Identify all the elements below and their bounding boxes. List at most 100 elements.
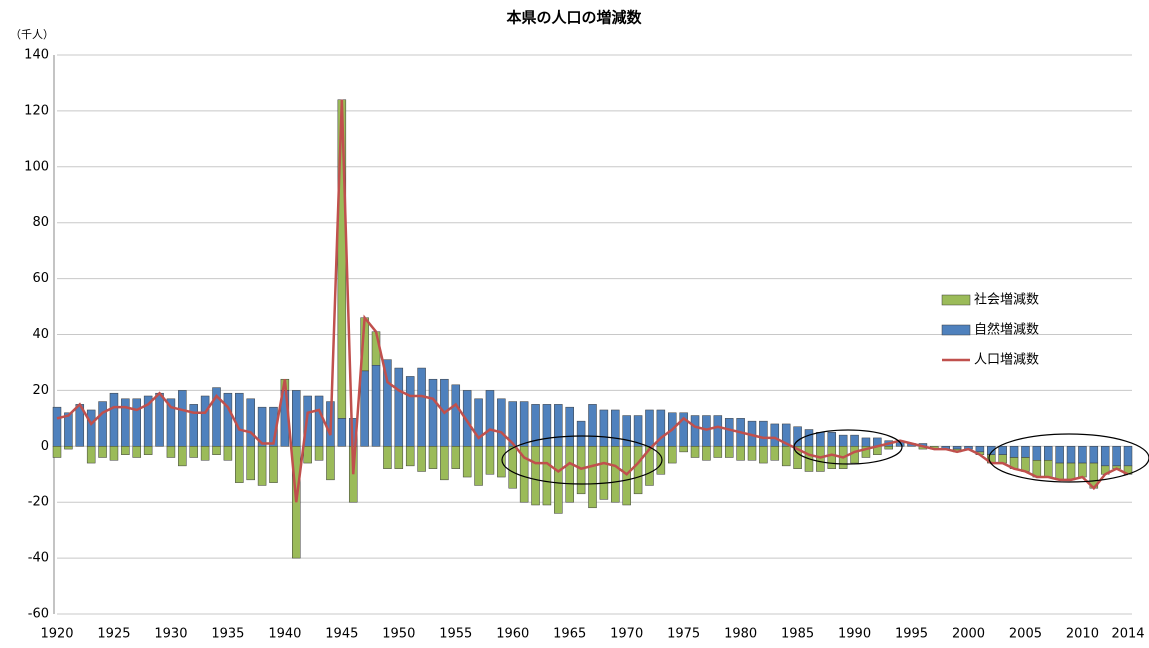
bar (109, 392, 119, 447)
bar (998, 454, 1007, 464)
highlight-ellipse (988, 433, 1149, 483)
x-tick-label: 2005 (1009, 627, 1042, 642)
bar (98, 401, 107, 447)
bar (1009, 446, 1019, 458)
bar (588, 404, 597, 447)
bar (1100, 446, 1110, 467)
bar (850, 446, 859, 464)
legend-label: 社会増減数 (974, 292, 1039, 308)
y-tick-label: 0 (41, 439, 49, 454)
legend-swatch (941, 294, 971, 306)
bar (86, 409, 96, 447)
y-tick-label: 100 (24, 159, 49, 174)
bar (759, 446, 768, 464)
bar (861, 446, 871, 458)
bar (1123, 446, 1133, 467)
annotations (501, 429, 1149, 485)
bar (542, 404, 552, 447)
bar (371, 364, 381, 447)
x-tick-label: 1940 (268, 627, 301, 642)
bar (109, 446, 119, 461)
bar (269, 446, 278, 483)
bar (724, 446, 734, 458)
x-tick-label: 1930 (154, 627, 187, 642)
bar (713, 415, 723, 447)
bar (1021, 457, 1030, 472)
bar (166, 446, 176, 458)
bar (1078, 462, 1087, 478)
bar (98, 446, 107, 458)
chart-title: 本県の人口の増減数 (506, 9, 642, 27)
bar (223, 446, 233, 461)
bar (713, 446, 723, 458)
bar (770, 446, 780, 461)
bar (121, 398, 130, 447)
bar (656, 446, 666, 475)
x-tick-label: 1965 (553, 627, 586, 642)
bar (952, 446, 962, 450)
bar (576, 446, 586, 495)
highlight-ellipse (793, 429, 903, 465)
x-tick-label: 1960 (496, 627, 529, 642)
bar (565, 406, 574, 447)
x-tick-label: 1970 (610, 627, 643, 642)
x-tick-label: 1990 (838, 627, 871, 642)
bar (417, 367, 426, 447)
bar (850, 434, 859, 447)
bar (485, 446, 495, 475)
bar (576, 420, 586, 447)
bar (497, 446, 506, 478)
bar (838, 434, 848, 447)
bar (360, 370, 369, 447)
bar (781, 446, 791, 467)
bar (1078, 446, 1087, 464)
bar (462, 446, 472, 478)
x-tick-label: 1980 (724, 627, 757, 642)
x-tick-label: 2000 (952, 627, 985, 642)
bar (326, 446, 335, 481)
legend-label: 自然増減数 (974, 322, 1039, 338)
legend-label: 人口増減数 (974, 352, 1039, 368)
y-tick-label: -40 (28, 551, 49, 566)
y-tick-label: 80 (32, 215, 49, 230)
bar (816, 432, 825, 447)
y-axis-label: （千人） (10, 28, 54, 41)
bar (793, 446, 802, 469)
bar (702, 446, 711, 461)
bar (474, 446, 483, 486)
bar (394, 446, 404, 469)
bar (724, 418, 734, 447)
bar (178, 446, 187, 467)
bar (565, 446, 574, 503)
bar (770, 423, 780, 447)
y-tick-label: -20 (28, 495, 49, 510)
x-tick-label: 1950 (382, 627, 415, 642)
bar (554, 446, 563, 514)
bar (998, 446, 1007, 455)
bar (645, 446, 654, 486)
bar (314, 446, 324, 461)
bar (702, 415, 711, 447)
bar (588, 446, 597, 509)
bar (679, 446, 688, 453)
bar (223, 392, 233, 447)
bar (987, 446, 996, 455)
bar (497, 398, 506, 447)
y-tick-label: 120 (24, 103, 49, 118)
highlight-ellipse (501, 435, 663, 485)
bar (519, 446, 529, 503)
bar (132, 446, 142, 458)
bar (1066, 462, 1076, 481)
bar (235, 392, 244, 447)
bar (257, 446, 267, 486)
x-tick-label: 1985 (781, 627, 814, 642)
bar (804, 429, 814, 447)
bar (235, 446, 244, 483)
bar (1021, 446, 1030, 458)
x-tick-label: 2014 (1111, 627, 1144, 642)
bar (383, 446, 392, 469)
bar (599, 409, 609, 447)
x-tick-label: 1975 (667, 627, 700, 642)
bar (428, 446, 438, 469)
bar (451, 384, 461, 447)
